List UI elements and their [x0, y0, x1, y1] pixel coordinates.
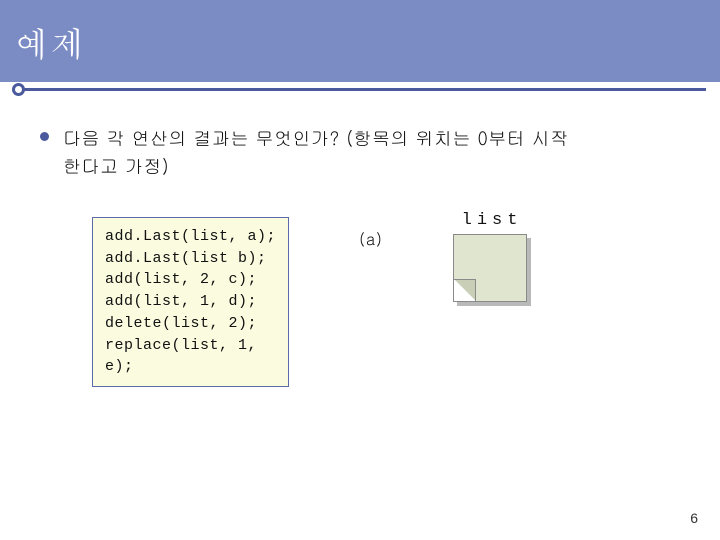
list-paper-icon: [453, 234, 531, 306]
slide-title: 예제: [14, 17, 86, 66]
code-box: add.Last(list, a); add.Last(list b); add…: [92, 217, 289, 387]
paper-fold-line-v: [475, 279, 476, 301]
body-row: add.Last(list, a); add.Last(list b); add…: [40, 217, 680, 387]
title-bar: 예제: [0, 0, 720, 82]
list-label: list: [462, 211, 523, 230]
bullet-icon: [40, 132, 49, 141]
title-underline-wrap: [0, 88, 720, 91]
question-text: 다음 각 연산의 결과는 무엇인가? (항목의 위치는 0부터 시작 한다고 가…: [63, 125, 569, 181]
content-area: 다음 각 연산의 결과는 무엇인가? (항목의 위치는 0부터 시작 한다고 가…: [0, 91, 720, 387]
paper-front: [453, 234, 527, 302]
paper-fold-triangle: [454, 279, 476, 301]
question-line-2: 한다고 가정): [63, 154, 169, 179]
paper-fold-line-h: [454, 279, 476, 280]
question-line-1: 다음 각 연산의 결과는 무엇인가? (항목의 위치는 0부터 시작: [63, 126, 569, 151]
step-label-a: (a): [359, 227, 383, 250]
underline-dot-icon: [12, 83, 25, 96]
list-column: list: [453, 211, 531, 306]
title-underline: [14, 88, 706, 91]
page-number: 6: [690, 510, 698, 526]
bullet-row: 다음 각 연산의 결과는 무엇인가? (항목의 위치는 0부터 시작 한다고 가…: [40, 125, 680, 181]
